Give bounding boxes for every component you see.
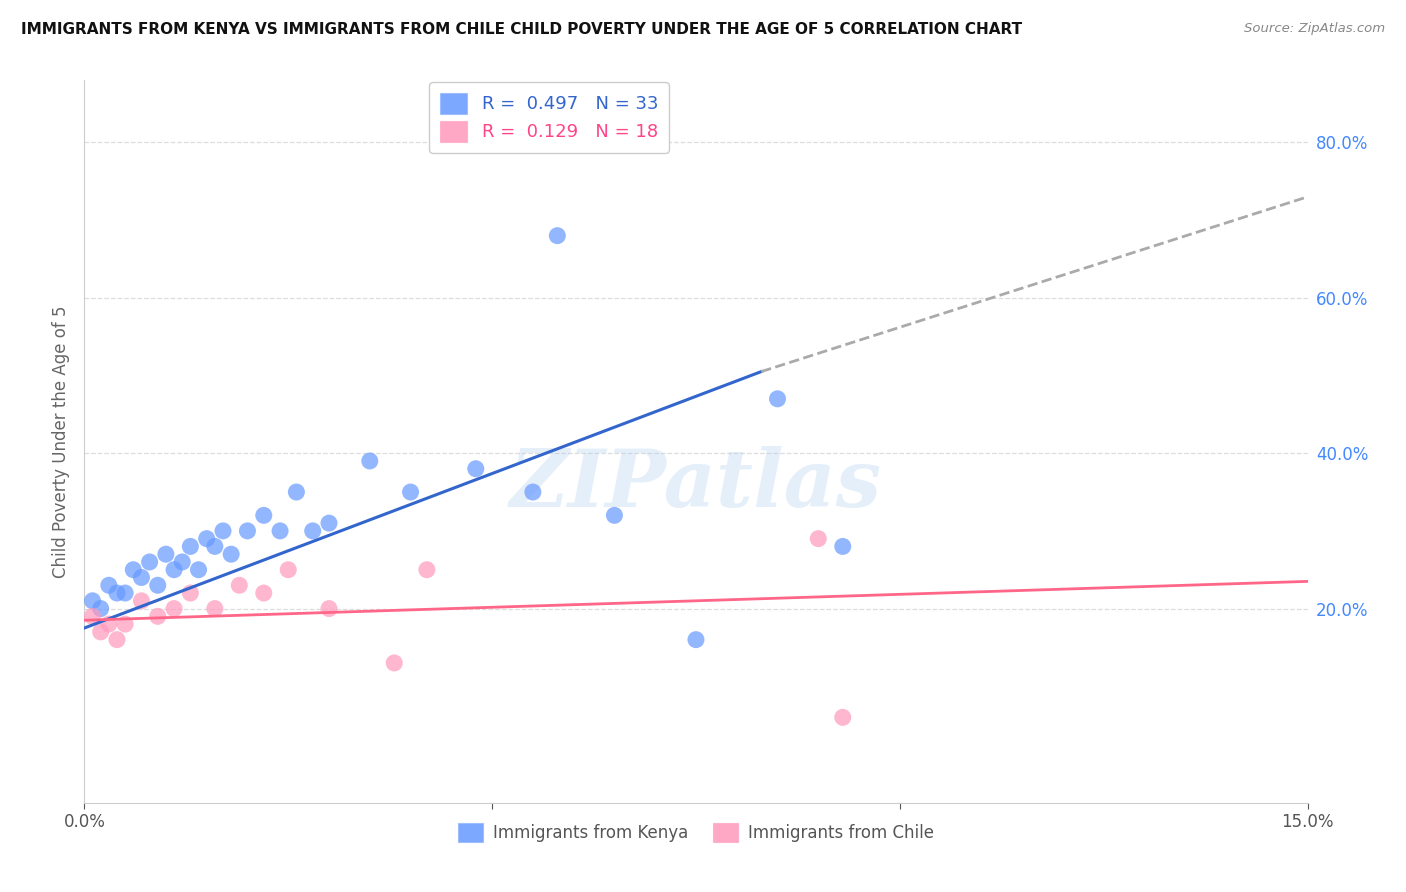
Point [359,454,381,468]
Point [807,532,830,546]
Point [285,485,308,500]
Point [603,508,626,523]
Point [155,547,177,561]
Point [204,601,226,615]
Point [179,586,201,600]
Point [82,594,104,608]
Point [236,524,259,538]
Text: ZIPatlas: ZIPatlas [510,446,882,524]
Point [172,555,194,569]
Point [253,586,276,600]
Point [179,540,201,554]
Point [138,555,160,569]
Point [416,563,439,577]
Point [204,540,226,554]
Y-axis label: Child Poverty Under the Age of 5: Child Poverty Under the Age of 5 [52,305,70,578]
Point [219,547,242,561]
Point [163,601,186,615]
Point [318,601,340,615]
Point [187,563,209,577]
Point [382,656,405,670]
Point [146,578,169,592]
Point [163,563,186,577]
Point [522,485,544,500]
Point [131,594,153,608]
Point [131,570,153,584]
Point [114,586,136,600]
Point [269,524,291,538]
Point [90,624,112,639]
Point [228,578,250,592]
Point [97,617,120,632]
Point [122,563,145,577]
Point [831,710,853,724]
Point [97,578,120,592]
Point [253,508,276,523]
Point [766,392,789,406]
Point [105,632,128,647]
Text: Source: ZipAtlas.com: Source: ZipAtlas.com [1244,22,1385,36]
Text: IMMIGRANTS FROM KENYA VS IMMIGRANTS FROM CHILE CHILD POVERTY UNDER THE AGE OF 5 : IMMIGRANTS FROM KENYA VS IMMIGRANTS FROM… [21,22,1022,37]
Legend: Immigrants from Kenya, Immigrants from Chile: Immigrants from Kenya, Immigrants from C… [451,816,941,848]
Point [114,617,136,632]
Point [831,540,853,554]
Point [318,516,340,530]
Point [82,609,104,624]
Point [195,532,218,546]
Point [685,632,707,647]
Point [399,485,422,500]
Point [546,228,568,243]
Point [277,563,299,577]
Point [105,586,128,600]
Point [90,601,112,615]
Point [301,524,323,538]
Point [464,461,486,475]
Point [146,609,169,624]
Point [212,524,235,538]
